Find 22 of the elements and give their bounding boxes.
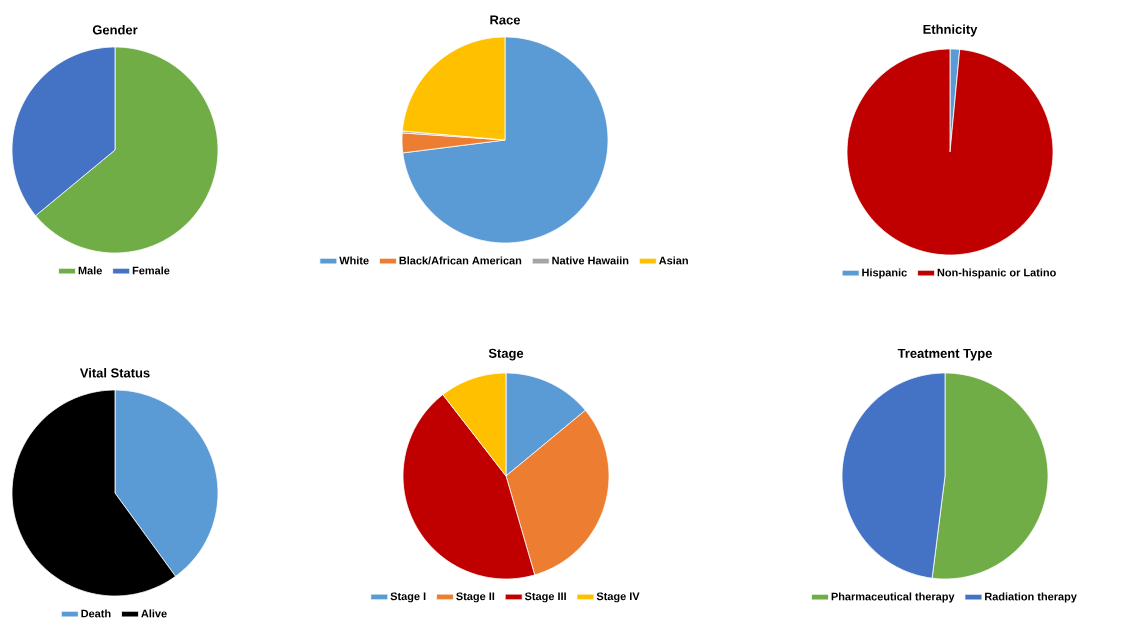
legend-label: Asian <box>659 256 688 265</box>
legend-label: Native Hawaiin <box>552 256 629 265</box>
legend-label: Alive <box>141 609 167 618</box>
legend-label: Black/African American <box>399 256 522 265</box>
legend-label: Hispanic <box>862 268 907 279</box>
legend-label: Stage III <box>524 592 566 603</box>
chart-title: Vital Status <box>79 367 150 378</box>
legend-label: Non-hispanic or Latino <box>937 268 1056 279</box>
legend-label: Stage IV <box>596 592 640 603</box>
chart-title: Gender <box>92 24 138 35</box>
legend-label: Pharmaceutical therapy <box>831 592 955 603</box>
chart-title: Stage <box>488 348 524 361</box>
chart-title: Treatment Type <box>897 348 992 361</box>
legend-label: Radiation therapy <box>985 592 1077 603</box>
legend-label: Death <box>81 609 111 618</box>
chart-title: Race <box>490 15 521 25</box>
legend-label: Stage II <box>456 592 495 603</box>
legend-label: Female <box>132 266 170 275</box>
chart-title: Ethnicity <box>923 24 978 37</box>
legend-label: White <box>339 256 369 265</box>
legend-label: Male <box>78 266 102 275</box>
legend-label: Stage I <box>390 592 426 603</box>
